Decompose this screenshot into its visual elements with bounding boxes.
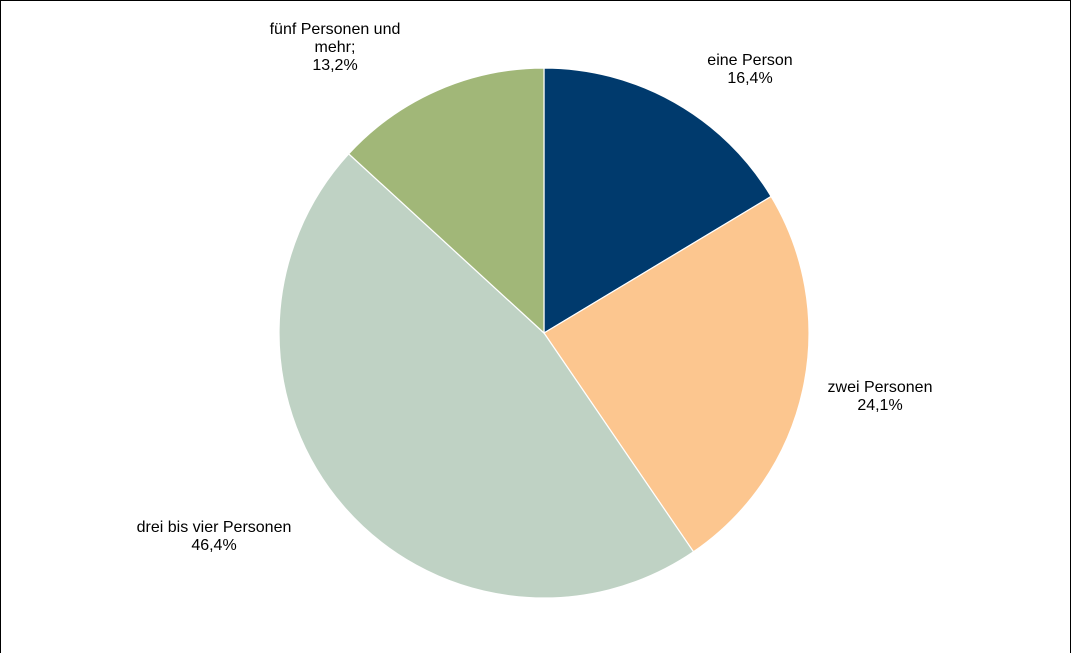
slice-percentage: 13,2%	[312, 57, 357, 74]
slice-category-label: eine Person	[707, 52, 792, 69]
pie-slices	[278, 67, 810, 599]
slice-category-label: drei bis vier Personen	[137, 519, 292, 536]
slice-data-label: zwei Personen 24,1%	[828, 379, 933, 414]
slice-data-label: drei bis vier Personen 46,4%	[137, 519, 292, 554]
slice-category-label: mehr;	[315, 39, 356, 56]
pie-slice	[278, 153, 695, 599]
slice-percentage: 46,4%	[191, 537, 236, 554]
pie-slice	[347, 67, 545, 335]
slice-data-label: eine Person 16,4%	[707, 52, 792, 87]
pie-slice	[543, 67, 772, 335]
slice-percentage: 24,1%	[857, 397, 902, 414]
slice-data-label: fünf Personen und mehr; 13,2%	[270, 21, 401, 74]
slice-category-label: fünf Personen und	[270, 21, 401, 38]
pie-labels: eine Person 16,4% zwei Personen 24,1% drei b…	[137, 21, 933, 554]
slice-percentage: 16,4%	[727, 70, 772, 87]
pie-slice	[543, 195, 810, 553]
slice-category-label: zwei Personen	[828, 379, 933, 396]
